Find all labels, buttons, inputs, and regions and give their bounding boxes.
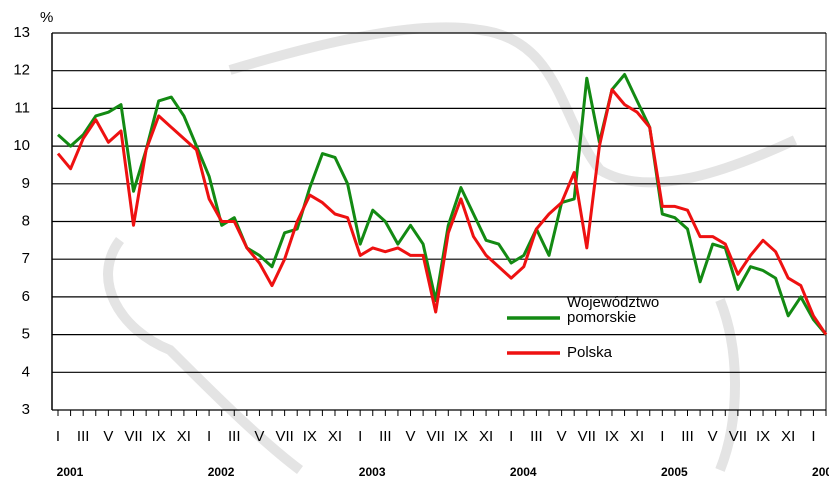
x-tick-label: V xyxy=(708,428,718,445)
year-label: 2004 xyxy=(510,465,537,479)
y-unit: % xyxy=(40,9,53,26)
x-tick-label: XI xyxy=(328,428,342,445)
x-tick-label: IX xyxy=(756,428,770,445)
series-line xyxy=(56,88,828,336)
year-label: 2005 xyxy=(661,465,688,479)
x-tick-label: IX xyxy=(152,428,166,445)
legend-label: Polska xyxy=(567,344,613,361)
y-tick-label: 7 xyxy=(22,250,30,267)
x-tick-label: V xyxy=(406,428,416,445)
y-tick-label: 11 xyxy=(14,99,30,116)
y-tick-label: 8 xyxy=(22,212,30,229)
x-tick-label: I xyxy=(207,428,211,445)
year-label: 2006 xyxy=(812,465,829,479)
x-tick-label: I xyxy=(509,428,513,445)
x-tick-label: I xyxy=(660,428,664,445)
series-line xyxy=(56,73,828,336)
y-tick-label: 12 xyxy=(13,62,30,79)
year-label: 2001 xyxy=(57,465,84,479)
y-tick-label: 3 xyxy=(22,401,30,418)
x-tick-label: XI xyxy=(781,428,795,445)
x-tick-label: I xyxy=(811,428,815,445)
x-tick-label: III xyxy=(228,428,241,445)
x-tick-label: XI xyxy=(630,428,644,445)
x-tick-label: I xyxy=(358,428,362,445)
x-tick-label: V xyxy=(254,428,264,445)
x-tick-label: V xyxy=(557,428,567,445)
y-tick-label: 6 xyxy=(22,288,30,305)
y-tick-label: 4 xyxy=(22,363,30,380)
x-tick-label: XI xyxy=(177,428,191,445)
x-tick-label: VII xyxy=(427,428,445,445)
y-tick-label: 10 xyxy=(13,137,30,154)
map-outline xyxy=(103,22,798,474)
x-tick-label: I xyxy=(56,428,60,445)
year-label: 2002 xyxy=(208,465,235,479)
x-tick-label: IX xyxy=(605,428,619,445)
x-tick-label: V xyxy=(103,428,113,445)
x-tick-label: VII xyxy=(578,428,596,445)
x-tick-label: XI xyxy=(479,428,493,445)
x-tick-label: III xyxy=(530,428,543,445)
y-tick-label: 5 xyxy=(22,326,30,343)
y-tick-label: 13 xyxy=(13,24,30,41)
x-tick-label: IX xyxy=(454,428,468,445)
year-label: 2003 xyxy=(359,465,386,479)
x-tick-label: VII xyxy=(124,428,142,445)
x-tick-label: III xyxy=(379,428,392,445)
y-tick-label: 9 xyxy=(22,175,30,192)
x-tick-label: VII xyxy=(275,428,293,445)
x-tick-label: VII xyxy=(729,428,747,445)
x-tick-label: IX xyxy=(303,428,317,445)
legend-label: Województwo pomorskie xyxy=(567,294,659,326)
x-tick-label: III xyxy=(681,428,694,445)
x-tick-label: III xyxy=(77,428,90,445)
